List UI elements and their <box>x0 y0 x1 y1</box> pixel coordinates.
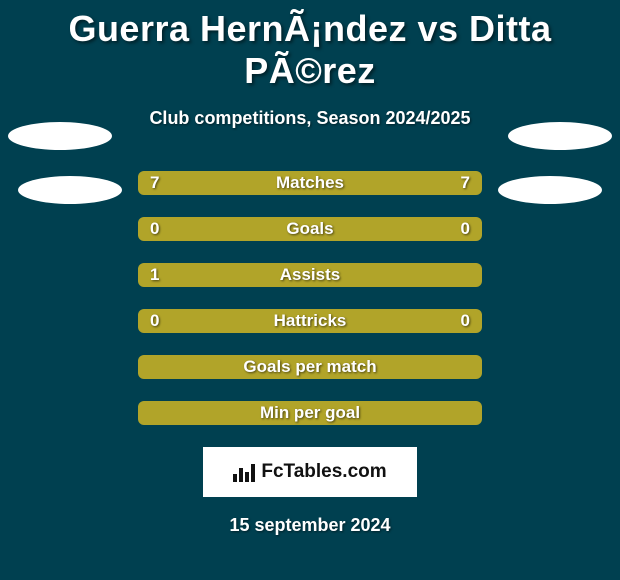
stat-value-left: 0 <box>150 311 159 331</box>
page-title: Guerra HernÃ¡ndez vs Ditta PÃ©rez <box>0 0 620 92</box>
stat-value-right: 0 <box>461 311 470 331</box>
stat-bar-gpm: Goals per match <box>138 355 482 379</box>
stat-label: Assists <box>280 265 340 285</box>
stat-label: Hattricks <box>274 311 347 331</box>
player1-avatar-bottom <box>18 176 122 204</box>
stat-bar-mpg: Min per goal <box>138 401 482 425</box>
brand-text: FcTables.com <box>261 461 386 483</box>
stat-bar-goals: 0 Goals 0 <box>138 217 482 241</box>
brand-box: FcTables.com <box>203 447 417 497</box>
stat-bar-matches: 7 Matches 7 <box>138 171 482 195</box>
stat-label: Goals <box>286 219 333 239</box>
stat-bar-assists: 1 Assists <box>138 263 482 287</box>
stat-value-left: 1 <box>150 265 159 285</box>
stat-label: Matches <box>276 173 344 193</box>
stat-value-left: 7 <box>150 173 159 193</box>
stat-value-right: 7 <box>461 173 470 193</box>
player1-avatar-top <box>8 122 112 150</box>
stat-value-left: 0 <box>150 219 159 239</box>
stat-label: Goals per match <box>243 357 376 377</box>
player2-avatar-top <box>508 122 612 150</box>
stat-label: Min per goal <box>260 403 360 423</box>
player2-avatar-bottom <box>498 176 602 204</box>
date-label: 15 september 2024 <box>0 515 620 536</box>
stat-bar-hattricks: 0 Hattricks 0 <box>138 309 482 333</box>
stats-container: 7 Matches 7 0 Goals 0 1 Assists 0 Hattri… <box>138 171 482 425</box>
stat-value-right: 0 <box>461 219 470 239</box>
brand-chart-icon <box>233 462 255 482</box>
